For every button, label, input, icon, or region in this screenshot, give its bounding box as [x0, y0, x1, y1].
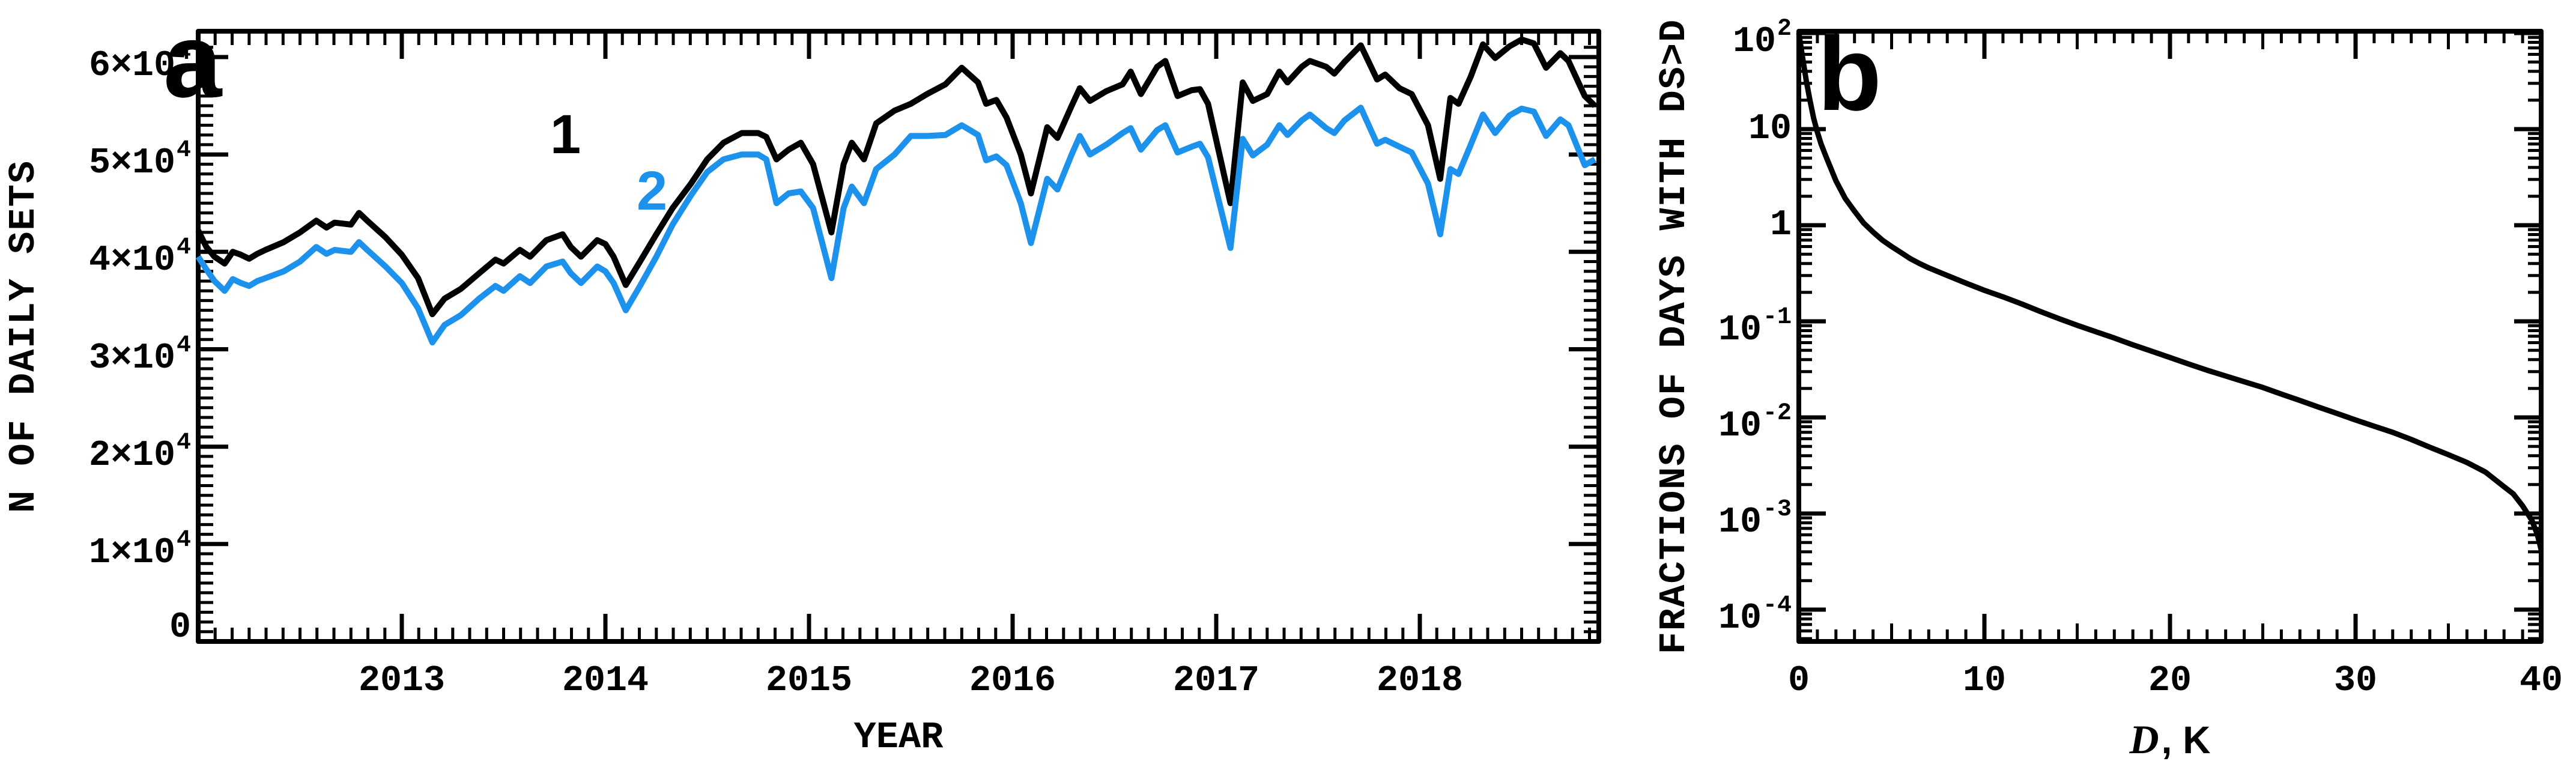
- series-2-line: [195, 105, 1596, 346]
- panel-b-frame: [1796, 29, 2544, 644]
- panel-b-minor-ticks: [1799, 31, 2541, 641]
- panel-a-x-tick-label: 2013: [358, 661, 446, 702]
- series-1-line: [195, 36, 1597, 318]
- panel-a-y-tick-label: 4×104: [88, 234, 191, 282]
- panel-b-y-tick-label: 10-3: [1718, 496, 1792, 543]
- panel-a-y-tick-label: 3×104: [88, 332, 191, 379]
- panel-b-y-tick-label: 10: [1748, 109, 1792, 150]
- panel-a-y-tick-label: 5×104: [88, 137, 191, 184]
- panel-b-major-ticks: [1799, 31, 2541, 641]
- panel-b-y-tick-label: 10-2: [1718, 400, 1792, 447]
- panel-b-x-tick-label: 20: [2148, 661, 2192, 702]
- panel-a-label: a: [163, 2, 222, 120]
- panel-a-y-tick-label: 6×104: [88, 40, 191, 86]
- panel-a-y-tick-label: 2×104: [88, 429, 191, 476]
- panel-b-x-axis-title: D, K: [1930, 716, 2410, 763]
- panel-a-x-tick-label: 2015: [765, 661, 853, 702]
- panel-a-y-tick-label: 0: [169, 607, 191, 648]
- panel-b-y-tick-label: 10-4: [1718, 592, 1792, 639]
- panel-b-x-axis-title-unit: , K: [2161, 718, 2211, 762]
- panel-b-x-tick-label: 0: [1787, 661, 1810, 702]
- panel-b-x-tick-label: 40: [2519, 661, 2563, 702]
- panel-a-x-tick-label: 2016: [969, 661, 1056, 702]
- series-1-label: 1: [550, 104, 581, 165]
- panel-a-x-tick-label: 2014: [562, 661, 649, 702]
- panel-b-x-tick-label: 10: [1962, 661, 2006, 702]
- fraction-curve: [1796, 32, 2544, 551]
- panel-a-x-tick-label: 2017: [1172, 661, 1260, 702]
- panel-b-x-tick-label: 30: [2333, 661, 2377, 702]
- panel-a-major-ticks: [198, 31, 1599, 641]
- panel-b-y-tick-label: 1: [1769, 205, 1792, 246]
- panel-a-x-tick-label: 2018: [1376, 661, 1464, 702]
- panel-b-label: b: [1817, 16, 1882, 133]
- panel-b-x-axis-title-d: D: [2129, 717, 2159, 762]
- panel-a-x-axis-title: YEAR: [853, 716, 944, 759]
- panel-a-frame: [196, 29, 1601, 644]
- series-2-label: 2: [637, 160, 668, 222]
- panel-a-minor-ticks: [198, 31, 1599, 641]
- panel-b-y-tick-label: 10-1: [1718, 304, 1792, 351]
- panel-b-y-tick-label: 102: [1732, 16, 1792, 62]
- panel-a-y-tick-label: 1×104: [88, 526, 191, 574]
